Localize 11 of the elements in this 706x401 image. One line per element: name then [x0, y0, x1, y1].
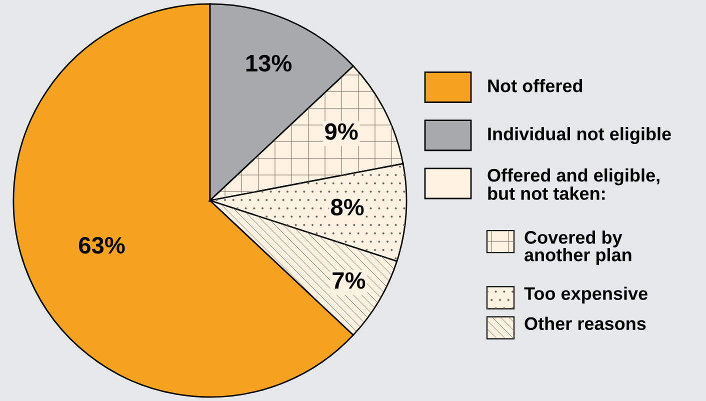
legend-label: Covered by another plan — [524, 230, 632, 265]
legend-label: Other reasons — [524, 316, 646, 330]
legend-label: Individual not eligible — [488, 127, 671, 144]
data-label: 9% — [325, 123, 358, 140]
data-label: 13% — [246, 54, 292, 72]
data-label: 63% — [79, 236, 125, 254]
data-label: 8% — [330, 198, 364, 216]
legend-label: Too expensive — [524, 286, 648, 304]
text: Offered and eligible, but not taken: — [488, 168, 660, 200]
legend-label: Not offered — [488, 79, 582, 92]
data-label: 7% — [332, 272, 366, 289]
